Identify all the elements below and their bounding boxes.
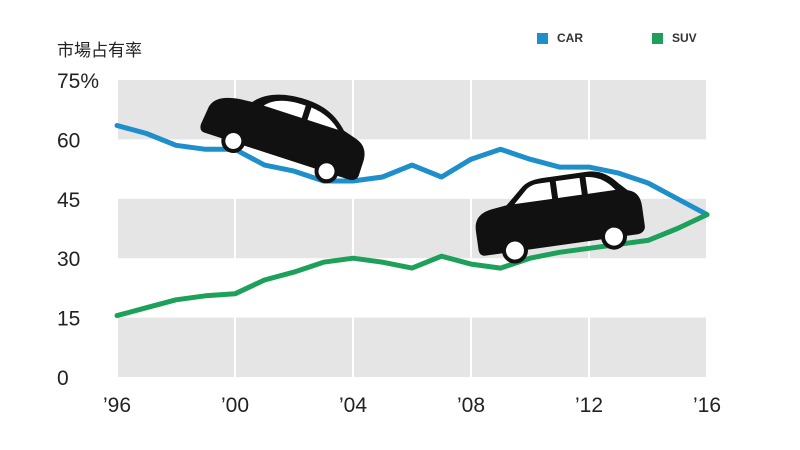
- y-axis-ticks: 0 15 30 45 60 75%: [57, 70, 99, 390]
- background-band: [117, 317, 707, 377]
- legend-label-car: CAR: [557, 31, 583, 45]
- vertical-gridlines: [116, 80, 708, 377]
- x-tick-label: ’08: [457, 394, 485, 417]
- series-line-car: [114, 123, 710, 218]
- x-tick-label: ’12: [575, 394, 603, 417]
- x-tick-label: ’00: [221, 394, 249, 417]
- x-tick-label: ’96: [103, 394, 131, 417]
- y-tick-label: 60: [57, 129, 80, 152]
- y-tick-label: 0: [57, 367, 69, 390]
- x-tick-label: ’16: [693, 394, 721, 417]
- legend-swatch-suv: [652, 32, 663, 44]
- y-tick-label: 45: [57, 189, 80, 212]
- car-icon: [200, 94, 365, 184]
- legend-label-suv: SUV: [672, 31, 697, 45]
- x-axis-ticks: ’96 ’00 ’04 ’08 ’12 ’16: [103, 394, 721, 417]
- legend-item-suv: SUV: [652, 31, 697, 45]
- x-tick-label: ’04: [339, 394, 367, 417]
- legend-swatch-car: [537, 32, 548, 44]
- legend-item-car: CAR: [537, 31, 583, 45]
- y-axis-title: 市場占有率: [57, 41, 142, 61]
- y-tick-label: 15: [57, 308, 80, 331]
- suv-icon: [475, 171, 645, 264]
- y-tick-label: 75%: [57, 70, 99, 93]
- y-tick-label: 30: [57, 248, 80, 271]
